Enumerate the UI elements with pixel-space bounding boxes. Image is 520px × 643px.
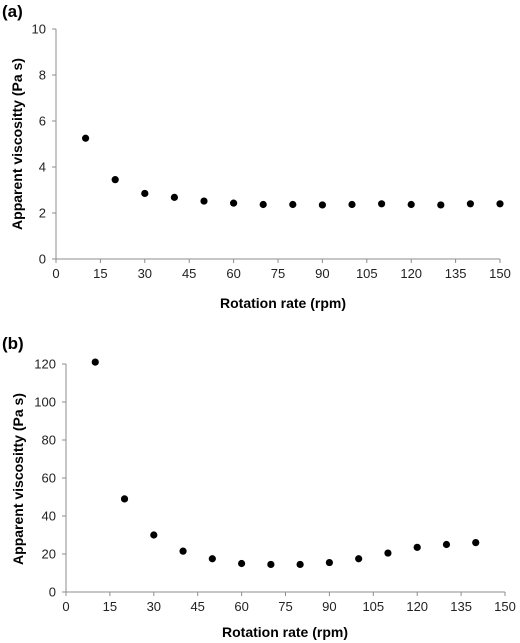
panel-b-x-tick-label: 120 [406,599,428,614]
panel-b-x-tick-label: 0 [62,599,69,614]
panel-b-x-tick-label: 90 [322,599,336,614]
panel-b-xlabel: Rotation rate (rpm) [222,624,348,640]
panel-a-x-tick-label: 105 [356,266,378,281]
panel-b-data-points [91,358,480,569]
panel-b-x-tick-label: 30 [147,599,161,614]
panel-a-x-tick-label: 15 [93,266,107,281]
panel-b-x-tick-label: 135 [450,599,472,614]
panel-b-x-tick-label: 45 [190,599,204,614]
panel-b-data-point [120,495,129,503]
panel-label-a: (a) [2,2,23,21]
panel-a-data-point [348,200,356,209]
panel-a-y-ticks: 0 2 4 6 8 10 [32,22,56,267]
panel-a-y-tick-label: 6 [39,114,46,129]
panel-a-x-tick-label: 135 [445,266,467,281]
panel-b-data-point [179,547,187,555]
panel-a-data-point [378,200,386,208]
panel-a-x-tick-label: 90 [315,266,329,281]
panel-a-data-point [200,197,208,205]
panel-a-data-points [82,134,504,209]
panel-b-y-tick-label: 40 [42,509,56,524]
panel-label-b: (b) [2,334,24,353]
panel-b-data-point [413,543,421,551]
panel-b-data-point [442,540,451,549]
panel-a-data-point [496,200,504,208]
panel-a-y-tick-label: 2 [39,206,46,221]
panel-a-data-point [466,200,474,208]
panel-a-data-point [407,200,415,209]
panel-b-y-tick-label: 120 [34,357,56,372]
panel-b-data-point [472,539,480,547]
panel-a-x-ticks: 0 15 30 45 60 75 90 105 120 135 150 [52,259,511,281]
panel-a-x-tick-label: 150 [489,266,511,281]
panel-a-data-point [318,201,326,209]
panel-a-y-tick-label: 10 [32,22,46,37]
panel-b-data-point [296,560,304,569]
panel-b-ylabel-wrap: Apparent viscositty (Pa s) [10,393,26,565]
panel-b-y-tick-label: 80 [42,433,56,448]
panel-a-xlabel: Rotation rate (rpm) [220,295,346,311]
panel-a-data-point [437,201,445,209]
panel-a-x-tick-label: 45 [182,266,196,281]
panel-b-data-point [267,560,275,569]
panel-a-data-point [259,200,267,209]
panel-a-ylabel-wrap: Apparent viscositty (Pa s) [9,58,25,230]
panel-a-data-point [289,200,297,209]
panel-a-data-point [170,193,178,201]
panel-a-y-tick-label: 0 [39,252,46,267]
panel-b-data-point [150,531,158,539]
panel-b-data-point [355,555,363,563]
panel-a-ylabel: Apparent viscositty (Pa s) [9,58,25,230]
panel-a-y-tick-label: 8 [39,68,46,83]
panel-b-x-ticks: 0 15 30 45 60 75 90 105 120 135 150 [62,592,516,614]
panel-a-x-tick-label: 30 [138,266,152,281]
panel-b-data-point [325,558,333,567]
panel-a-x-tick-label: 0 [52,266,59,281]
panel-a-x-tick-label: 120 [400,266,422,281]
panel-b-data-point [208,555,216,563]
panel-b-y-ticks: 0 20 40 60 80 100 120 [34,357,66,600]
panel-b-ylabel: Apparent viscositty (Pa s) [10,393,26,565]
panel-a-data-point [111,176,119,184]
panel-a-data-point [230,199,238,207]
panel-b-x-tick-label: 75 [278,599,292,614]
panel-b-y-tick-label: 20 [42,547,56,562]
panel-b-x-tick-label: 105 [362,599,384,614]
panel-b-x-tick-label: 15 [103,599,117,614]
panel-b: (b) Apparent viscositty (Pa s) Rotation … [2,334,516,640]
panel-b-data-point [238,559,246,568]
panel-b-y-tick-label: 100 [34,395,56,410]
panel-b-y-tick-label: 60 [42,471,56,486]
panel-b-x-tick-label: 60 [234,599,248,614]
panel-b-x-tick-label: 150 [494,599,516,614]
panel-a-data-point [141,189,149,198]
panel-a-x-tick-label: 60 [226,266,240,281]
panel-b-y-tick-label: 0 [49,585,56,600]
panel-a-y-tick-label: 4 [39,160,46,175]
panel-a-x-tick-label: 75 [271,266,285,281]
panel-b-data-point [384,549,392,557]
panel-a-data-point [82,134,90,142]
panel-a: (a) Apparent viscositty (Pa s) Rotation … [2,2,511,311]
panel-b-data-point [91,358,99,366]
